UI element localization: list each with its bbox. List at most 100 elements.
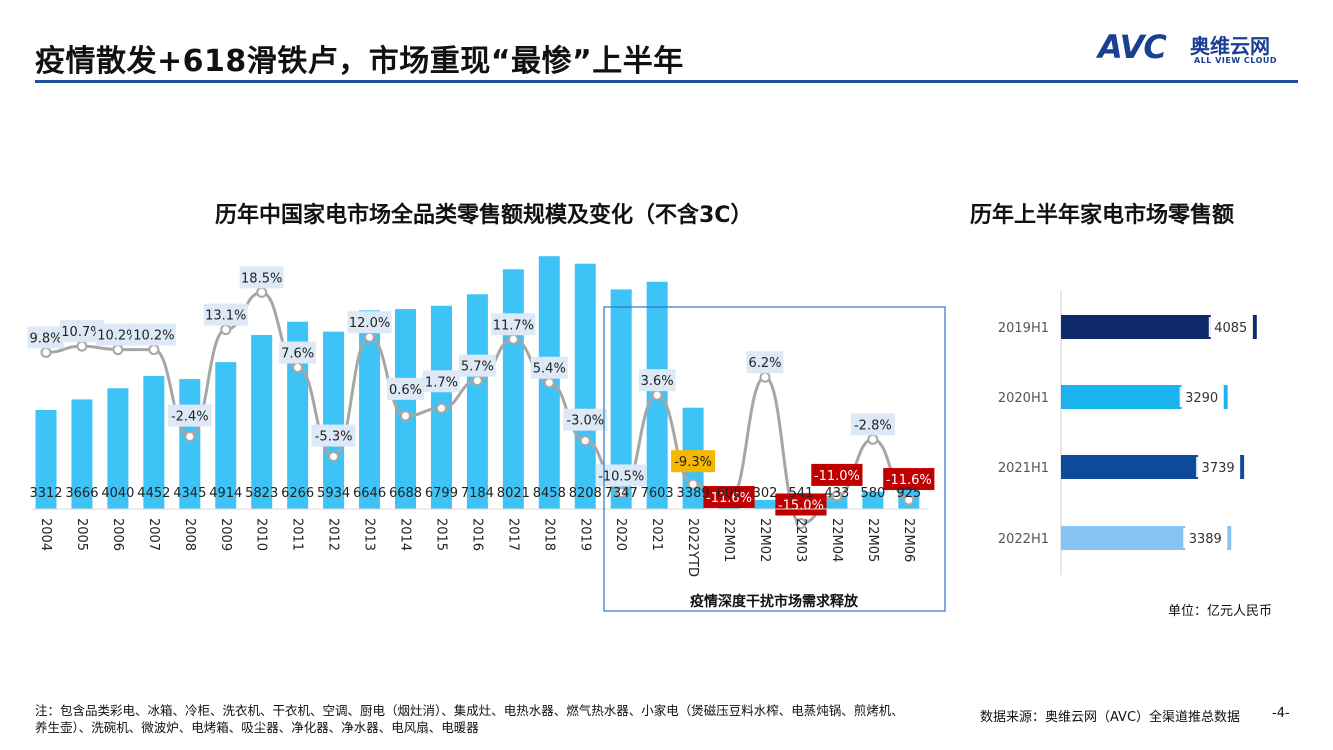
svg-text:-15.0%: -15.0%	[778, 499, 824, 514]
pct-label-22M02: 6.2%	[746, 351, 784, 374]
growth-point-2015	[435, 402, 447, 414]
bar-22M02	[754, 499, 776, 509]
growth-point-22M04	[831, 490, 843, 502]
growth-point-2012	[328, 451, 340, 463]
pct-label-2013: 12.0%	[347, 311, 392, 334]
pct-label-2012: -5.3%	[311, 424, 356, 447]
h1-bar-2022H1	[1061, 526, 1186, 550]
value-label-2022YTD: 3389	[677, 486, 710, 501]
svg-text:-11.0%: -11.0%	[814, 469, 860, 484]
h1-category-2020H1: 2020H1	[998, 391, 1049, 406]
value-label-2020: 7347	[605, 486, 638, 501]
pct-label-2020: -10.5%	[595, 464, 647, 487]
value-label-2014: 6688	[389, 486, 422, 501]
title-rule	[35, 80, 1298, 83]
bar-2020	[610, 289, 632, 509]
avc-logo: AVC 奥维云网 ALL VIEW CLOUD	[1098, 28, 1303, 70]
value-label-22M03: 541	[789, 486, 814, 501]
x-tick-2004: 2004	[38, 518, 53, 551]
pandemic-highlight-box	[603, 306, 946, 612]
value-label-2005: 3666	[65, 486, 98, 501]
x-tick-22M02: 22M02	[757, 518, 772, 562]
x-tick-2019: 2019	[577, 518, 592, 551]
value-label-2013: 6646	[353, 486, 386, 501]
pct-label-2015: 1.7%	[423, 370, 460, 393]
growth-point-2014	[400, 410, 411, 422]
x-tick-22M04: 22M04	[829, 518, 844, 562]
value-label-22M01: 608	[717, 486, 742, 501]
pct-label-22M04: -11.0%	[811, 463, 863, 486]
x-tick-2013: 2013	[362, 518, 377, 551]
svg-text:-3.0%: -3.0%	[566, 414, 604, 429]
growth-point-2020	[615, 486, 627, 498]
value-label-2006: 4040	[101, 486, 134, 501]
growth-point-2008	[184, 431, 196, 443]
x-tick-2017: 2017	[505, 518, 520, 551]
x-tick-22M01: 22M01	[721, 518, 736, 562]
bar-22M05	[862, 491, 884, 509]
pct-label-22M01: -11.6%	[703, 486, 755, 509]
growth-point-22M06	[903, 494, 915, 506]
h1-value-2020H1: 3290	[1185, 391, 1218, 406]
svg-text:1.7%: 1.7%	[425, 375, 458, 390]
svg-text:7.6%: 7.6%	[281, 347, 314, 362]
value-label-2011: 6266	[281, 486, 314, 501]
h1-bar-2020H1	[1061, 385, 1182, 409]
page-title: 疫情散发+618滑铁卢，市场重现“最惨”上半年	[35, 44, 684, 79]
svg-text:18.5%: 18.5%	[241, 271, 282, 286]
x-tick-2016: 2016	[469, 518, 484, 551]
svg-text:11.7%: 11.7%	[493, 318, 534, 333]
x-tick-2011: 2011	[290, 518, 305, 551]
value-label-2021: 7603	[641, 486, 674, 501]
value-label-22M02: 302	[753, 486, 778, 501]
x-tick-2007: 2007	[146, 518, 161, 551]
bar-22M04	[826, 496, 848, 509]
pct-label-2017: 11.7%	[491, 313, 536, 336]
h1-label-bg-2022H1	[1183, 528, 1228, 548]
bar-2012	[323, 331, 345, 509]
pct-label-2011: 7.6%	[279, 341, 317, 364]
footnote: 注：包含品类彩电、冰箱、冷柜、洗衣机、干衣机、空调、厨电（烟灶消）、集成灶、电热…	[35, 703, 904, 735]
pct-label-2006: 10.2%	[95, 323, 140, 346]
svg-text:-2.8%: -2.8%	[854, 418, 892, 433]
h1-bar-end-2019H1	[1252, 315, 1257, 339]
h1-value-2019H1: 4085	[1214, 321, 1247, 336]
pct-label-2022YTD: -9.3%	[671, 450, 716, 473]
value-label-2004: 3312	[29, 486, 62, 501]
pct-label-2021: 3.6%	[638, 369, 676, 392]
x-tick-2020: 2020	[613, 518, 628, 551]
pct-label-22M03: -15.0%	[775, 493, 827, 516]
svg-text:-11.6%: -11.6%	[886, 473, 932, 488]
x-tick-22M06: 22M06	[901, 518, 916, 562]
growth-point-2019	[579, 435, 591, 447]
pct-label-2010: 18.5%	[239, 266, 284, 289]
x-tick-2006: 2006	[110, 518, 125, 551]
pct-label-2018: 5.4%	[530, 356, 568, 379]
svg-text:-10.5%: -10.5%	[598, 469, 644, 484]
x-tick-22M03: 22M03	[793, 518, 808, 562]
svg-text:3.6%: 3.6%	[641, 374, 674, 389]
h1-category-2021H1: 2021H1	[998, 461, 1049, 476]
logo-name-en: ALL VIEW CLOUD	[1194, 56, 1278, 65]
pct-label-2004: 9.8%	[27, 326, 65, 349]
bar-2010	[251, 334, 273, 509]
pct-label-2007: 10.2%	[131, 323, 176, 346]
svg-text:0.6%: 0.6%	[389, 383, 422, 398]
h1-category-2022H1: 2022H1	[998, 532, 1049, 547]
x-tick-2015: 2015	[433, 518, 448, 551]
svg-text:10.2%: 10.2%	[97, 329, 138, 344]
bar-2019	[574, 263, 596, 509]
h1-value-2021H1: 3739	[1202, 461, 1235, 476]
data-source: 数据来源：奥维云网（AVC）全渠道推总数据	[980, 710, 1241, 725]
h1-bar-end-2021H1	[1240, 455, 1245, 479]
svg-text:13.1%: 13.1%	[205, 309, 246, 324]
bar-2006	[107, 388, 129, 509]
bar-2007	[143, 375, 165, 509]
pct-label-2009: 13.1%	[203, 303, 248, 326]
h1-bar-end-2022H1	[1227, 526, 1232, 550]
h1-bar-end-2020H1	[1223, 385, 1228, 409]
svg-text:9.8%: 9.8%	[29, 331, 62, 346]
value-label-22M04: 433	[824, 486, 849, 501]
